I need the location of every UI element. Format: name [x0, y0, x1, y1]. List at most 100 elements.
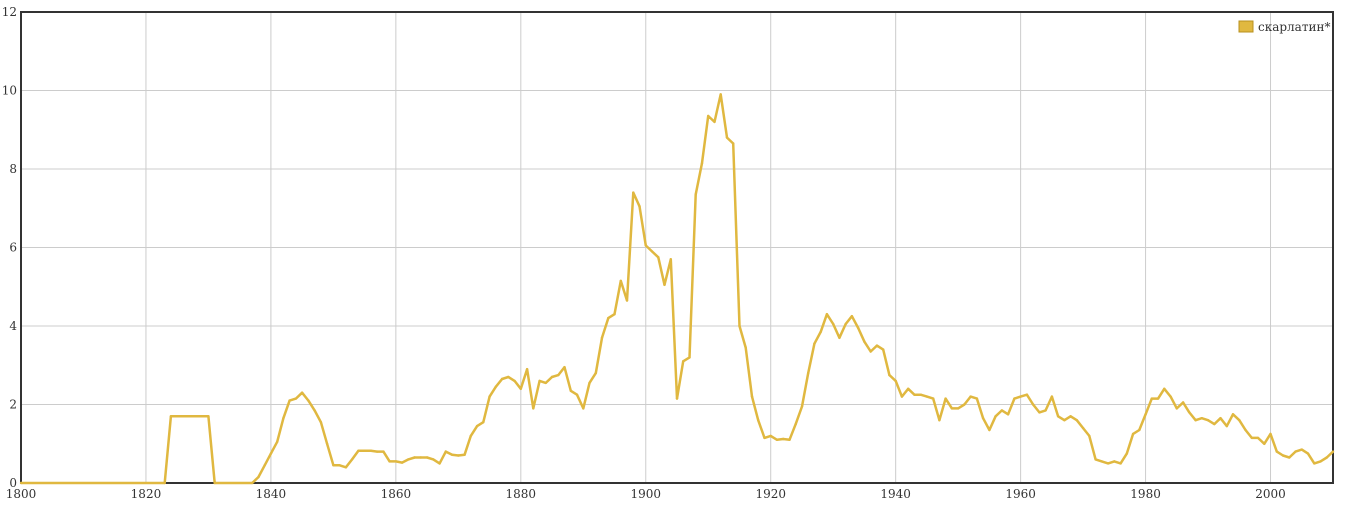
data-point	[825, 313, 829, 316]
data-point	[1306, 452, 1310, 455]
data-point	[425, 456, 429, 459]
grid-lines	[20, 11, 1333, 484]
data-point	[663, 283, 666, 286]
data-point	[913, 393, 916, 396]
data-point	[757, 419, 760, 422]
data-point	[276, 440, 279, 443]
series-line[interactable]	[21, 93, 1334, 485]
data-point	[494, 385, 497, 388]
data-point	[719, 93, 722, 96]
data-point	[838, 336, 841, 339]
data-point	[744, 346, 747, 349]
data-point	[163, 481, 166, 485]
data-point	[482, 421, 485, 424]
data-point	[888, 373, 891, 377]
data-point	[369, 449, 373, 452]
data-point	[1025, 393, 1029, 396]
data-point	[1294, 450, 1297, 453]
data-point	[582, 407, 585, 410]
data-point	[288, 399, 291, 402]
data-point	[344, 466, 348, 469]
data-point	[650, 250, 654, 253]
data-point	[332, 464, 335, 467]
data-point	[463, 453, 466, 456]
data-point	[1063, 419, 1066, 422]
data-point	[1319, 460, 1322, 463]
data-point	[413, 456, 416, 459]
x-tick-label: 1860	[381, 487, 412, 501]
data-point	[457, 454, 460, 457]
x-tick-label: 1800	[6, 487, 37, 501]
data-point	[1119, 462, 1122, 465]
data-point	[1150, 397, 1154, 400]
data-point	[307, 399, 310, 402]
data-point	[1000, 409, 1004, 412]
data-point	[538, 379, 541, 383]
legend[interactable]: скарлатин*	[1238, 20, 1330, 34]
data-point	[832, 322, 835, 326]
data-point	[682, 360, 685, 363]
data-point	[1331, 450, 1335, 453]
data-point	[1100, 460, 1104, 463]
data-point	[1281, 454, 1285, 457]
data-point	[1256, 436, 1260, 440]
data-point	[1194, 419, 1197, 422]
data-point	[300, 391, 304, 394]
x-tick-label: 1960	[1005, 487, 1036, 501]
y-tick-label: 0	[9, 476, 17, 490]
data-point	[1213, 422, 1216, 426]
data-point	[1250, 436, 1254, 440]
data-point	[981, 417, 985, 420]
data-point	[1138, 428, 1141, 432]
data-point	[1175, 407, 1179, 410]
data-point	[557, 373, 560, 377]
data-point	[638, 205, 641, 208]
data-point	[607, 316, 610, 320]
data-point	[707, 114, 710, 118]
data-point	[669, 258, 672, 261]
data-point	[1269, 432, 1272, 436]
data-point	[782, 437, 785, 441]
data-point	[1238, 419, 1241, 422]
data-point	[675, 397, 679, 400]
data-point	[469, 434, 472, 438]
data-point	[313, 409, 316, 412]
data-point	[919, 393, 922, 396]
data-point	[625, 299, 629, 302]
data-point	[475, 424, 479, 428]
data-point	[600, 336, 604, 339]
data-point	[794, 422, 797, 426]
data-point	[644, 244, 647, 247]
data-point	[750, 395, 754, 398]
data-point	[1144, 413, 1147, 416]
data-point	[294, 397, 298, 400]
data-point	[382, 450, 385, 453]
data-point	[1069, 415, 1072, 418]
data-point	[1031, 403, 1035, 406]
data-point	[725, 136, 729, 139]
data-point	[1106, 462, 1110, 465]
data-point	[994, 415, 997, 418]
data-point	[500, 377, 504, 381]
data-point	[1325, 456, 1329, 459]
data-point	[1075, 419, 1079, 422]
data-point	[1188, 411, 1191, 414]
data-point	[1038, 411, 1041, 414]
data-point	[619, 279, 622, 283]
data-point	[357, 449, 360, 452]
data-point	[956, 407, 960, 410]
data-point	[950, 407, 954, 410]
data-point	[282, 417, 285, 420]
series-group	[19, 93, 1335, 485]
data-point	[1206, 419, 1210, 422]
y-tick-label: 10	[2, 84, 17, 98]
data-point	[588, 381, 591, 385]
data-point	[507, 375, 510, 379]
y-tick-label: 2	[9, 398, 17, 412]
data-point	[1275, 450, 1279, 453]
data-point	[450, 453, 454, 456]
data-point	[882, 348, 885, 351]
data-point	[213, 481, 216, 485]
data-point	[944, 397, 947, 400]
